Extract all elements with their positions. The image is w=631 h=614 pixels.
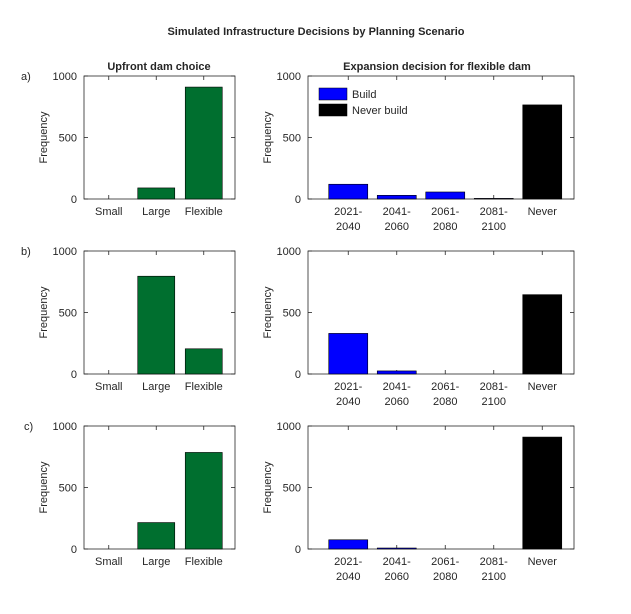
legend-swatch	[318, 103, 348, 117]
x-tick-label: Large	[142, 206, 170, 218]
y-axis-label: Frequency	[262, 461, 274, 513]
y-tick-label: 500	[283, 133, 301, 145]
bar	[137, 187, 176, 200]
x-tick-label: Flexible	[185, 556, 223, 568]
y-tick-label: 1000	[277, 421, 301, 433]
y-tick-label: 500	[59, 308, 77, 320]
legend-label: Never build	[352, 105, 408, 117]
y-tick-label: 0	[71, 369, 77, 381]
chart-c-upfront: 0 500 1000 Frequency Small Large Flexible	[38, 421, 236, 568]
x-tick-label: 2041-2060	[383, 556, 411, 583]
chart-a-expansion: 0 500 1000 Frequency 2021-2040 2041-2060 2061-…	[262, 71, 575, 233]
bar	[376, 195, 417, 200]
x-tick-label: Small	[95, 206, 123, 218]
x-tick-label: Small	[95, 556, 123, 568]
bar	[184, 348, 223, 375]
chart-a-upfront: 0 500 1000 Frequency Small Large Flexible	[38, 71, 236, 218]
column-title-upfront: Upfront dam choice	[107, 61, 210, 73]
x-tick-label: 2081-2100	[480, 381, 508, 408]
charts-layer: 0 500 1000 Frequency Small Large Flexible 0 500 1…	[38, 71, 575, 583]
y-tick-label: 1000	[53, 71, 77, 83]
y-tick-label: 500	[283, 483, 301, 495]
chart-b-expansion: 0 500 1000 Frequency 2021-2040 2041-2060 2061-…	[262, 246, 575, 408]
legend: Build Never build	[318, 87, 408, 117]
y-axis-label: Frequency	[38, 461, 50, 513]
bar	[522, 294, 563, 375]
x-tick-label: 2061-2080	[431, 206, 459, 233]
panel-label-a: a)	[21, 71, 31, 83]
y-tick-label: 1000	[277, 71, 301, 83]
y-tick-label: 1000	[53, 421, 77, 433]
y-tick-label: 0	[71, 194, 77, 206]
x-tick-label: 2021-2040	[334, 206, 362, 233]
x-tick-label: 2061-2080	[431, 381, 459, 408]
x-tick-label: 2021-2040	[334, 381, 362, 408]
bar	[376, 547, 417, 550]
x-tick-label: 2041-2060	[383, 381, 411, 408]
column-title-expansion: Expansion decision for flexible dam	[343, 61, 531, 73]
bar	[522, 436, 563, 550]
x-tick-label: Small	[95, 381, 123, 393]
x-tick-label: Large	[142, 556, 170, 568]
bar	[328, 333, 369, 375]
x-tick-label: 2061-2080	[431, 556, 459, 583]
x-tick-label: 2081-2100	[480, 556, 508, 583]
bar	[473, 198, 514, 200]
legend-swatch	[318, 87, 348, 101]
y-tick-label: 500	[283, 308, 301, 320]
bar	[184, 86, 223, 200]
y-axis-label: Frequency	[262, 111, 274, 163]
x-tick-label: Flexible	[185, 206, 223, 218]
x-tick-label: 2041-2060	[383, 206, 411, 233]
bar	[328, 539, 369, 550]
y-axis-label: Frequency	[38, 111, 50, 163]
y-tick-label: 500	[59, 133, 77, 145]
x-tick-label: 2021-2040	[334, 556, 362, 583]
y-axis-label: Frequency	[38, 286, 50, 338]
bar	[522, 104, 563, 200]
x-tick-label: Never	[528, 381, 558, 393]
x-tick-label: 2081-2100	[480, 206, 508, 233]
y-tick-label: 1000	[277, 246, 301, 258]
y-tick-label: 0	[71, 544, 77, 556]
bar	[376, 370, 417, 375]
bar	[137, 275, 176, 375]
panel-label-b: b)	[21, 246, 31, 258]
figure-title: Simulated Infrastructure Decisions by Pl…	[167, 26, 464, 38]
y-tick-label: 500	[59, 483, 77, 495]
y-tick-label: 0	[295, 369, 301, 381]
y-tick-label: 0	[295, 194, 301, 206]
x-tick-label: Flexible	[185, 381, 223, 393]
bar	[137, 522, 176, 550]
panel-label-c: c)	[24, 421, 33, 433]
bar	[425, 191, 466, 200]
bar	[184, 452, 223, 550]
y-tick-label: 1000	[53, 246, 77, 258]
legend-label: Build	[352, 89, 376, 101]
y-axis-label: Frequency	[262, 286, 274, 338]
bar	[328, 183, 369, 200]
y-tick-label: 0	[295, 544, 301, 556]
chart-c-expansion: 0 500 1000 Frequency 2021-2040 2041-2060 2061-…	[262, 421, 575, 583]
x-tick-label: Large	[142, 381, 170, 393]
chart-b-upfront: 0 500 1000 Frequency Small Large Flexible	[38, 246, 236, 393]
x-tick-label: Never	[528, 556, 558, 568]
x-tick-label: Never	[528, 206, 558, 218]
